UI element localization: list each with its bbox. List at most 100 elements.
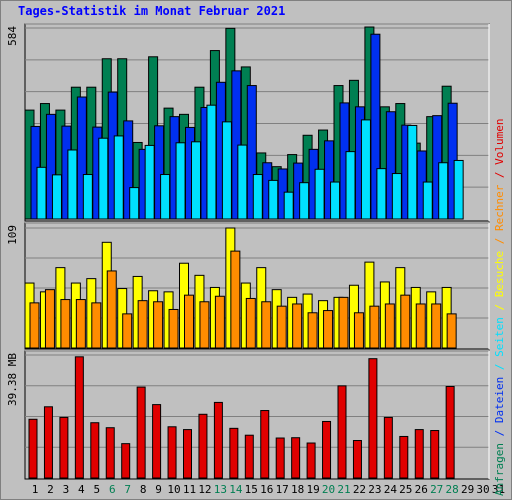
bar-volumen-day-3 [59, 416, 69, 479]
bar-volumen-day-5 [90, 422, 100, 479]
x-tick-label: 11 [183, 483, 196, 496]
bar-seiten-day-24 [391, 173, 402, 220]
bar-rechner-day-16 [261, 301, 272, 349]
bar-rechner-day-1 [29, 302, 40, 349]
bar-seiten-day-12 [206, 104, 217, 220]
bar-rechner-day-10 [168, 308, 179, 349]
bar-volumen-day-13 [213, 401, 223, 479]
bar-rechner-day-5 [91, 302, 102, 349]
bar-seiten-day-27 [438, 162, 449, 220]
bar-volumen-day-24 [383, 416, 393, 479]
bar-seiten-day-11 [191, 141, 201, 220]
x-tick-label: 12 [198, 483, 211, 496]
bar-seiten-day-21 [345, 151, 356, 220]
bar-volumen-day-9 [152, 404, 162, 479]
bar-seiten-day-4 [82, 174, 93, 220]
bar-rechner-day-23 [369, 305, 380, 349]
bar-rechner-day-24 [384, 303, 395, 349]
bar-rechner-day-26 [415, 303, 426, 349]
legend-entry: Rechner [493, 184, 506, 231]
bar-seiten-day-2 [51, 174, 62, 220]
y-legend: Anfragen / Dateien / Seiten / Besuche / … [493, 118, 506, 496]
bar-seiten-day-5 [98, 137, 109, 220]
legend-entry: Dateien [493, 377, 506, 423]
x-tick-label: 27 [430, 483, 443, 496]
bar-volumen-day-10 [167, 426, 177, 479]
legend-entry: Volumen [493, 118, 506, 164]
bar-rechner-day-2 [44, 289, 55, 349]
bar-dateien-day-2 [45, 113, 56, 220]
x-tick-label: 31 [492, 483, 505, 496]
x-tick-label: 5 [93, 483, 100, 496]
bar-rechner-day-13 [214, 295, 225, 349]
legend-entry: Besuche [493, 251, 506, 297]
bar-volumen-day-21 [337, 385, 347, 479]
bar-rechner-day-11 [184, 294, 194, 349]
bar-volumen-day-12 [198, 413, 208, 479]
bar-dateien-day-24 [385, 111, 396, 220]
legend-entry: / [493, 423, 506, 443]
x-tick-label: 29 [461, 483, 474, 496]
bar-seiten-day-25 [407, 124, 418, 220]
x-tick-label: 17 [276, 483, 289, 496]
bar-volumen-day-16 [260, 410, 270, 479]
x-tick-label: 13 [214, 483, 227, 496]
x-tick-label: 9 [155, 483, 162, 496]
bar-rechner-day-20 [323, 310, 334, 349]
bar-seiten-day-23 [376, 168, 387, 220]
x-tick-label: 10 [167, 483, 180, 496]
max-label-top: 584 [6, 26, 19, 46]
bar-rechner-day-18 [292, 303, 303, 349]
x-tick-label: 24 [384, 483, 398, 496]
x-tick-label: 23 [368, 483, 381, 496]
x-tick-label: 15 [245, 483, 258, 496]
x-tick-label: 1 [32, 483, 39, 496]
max-label-bottom: 39.38 MB [6, 353, 19, 406]
bar-rechner-day-15 [245, 297, 256, 349]
x-tick-label: 21 [337, 483, 350, 496]
x-tick-label: 16 [260, 483, 273, 496]
bar-volumen-day-15 [244, 434, 254, 479]
bar-volumen-day-23 [368, 358, 378, 479]
bar-seiten-day-17 [283, 191, 294, 220]
bar-rechner-day-19 [307, 312, 318, 349]
bar-seiten-day-8 [144, 144, 155, 220]
max-label-middle: 109 [6, 225, 19, 245]
x-tick-label: 2 [47, 483, 54, 496]
bar-volumen-day-4 [74, 356, 84, 479]
bar-rechner-day-7 [122, 313, 133, 349]
bar-seiten-day-13 [221, 121, 232, 220]
bar-seiten-day-28 [453, 159, 464, 220]
panel-3 [24, 350, 490, 480]
x-tick-label: 19 [306, 483, 319, 496]
bar-seiten-day-16 [268, 179, 279, 220]
bar-seiten-day-19 [314, 168, 325, 220]
bar-rechner-day-4 [75, 299, 86, 349]
bar-rechner-day-28 [446, 313, 457, 349]
bar-rechner-day-17 [276, 305, 287, 349]
bar-volumen-day-6 [105, 427, 115, 479]
x-tick-label: 8 [140, 483, 147, 496]
x-tick-label: 26 [415, 483, 428, 496]
x-tick-label: 25 [399, 483, 412, 496]
bar-seiten-day-14 [237, 144, 248, 220]
bar-seiten-day-7 [129, 187, 140, 220]
bar-rechner-day-27 [431, 303, 442, 349]
x-tick-label: 6 [109, 483, 116, 496]
x-tick-label: 18 [291, 483, 304, 496]
bar-volumen-day-7 [121, 443, 131, 479]
bar-rechner-day-6 [106, 270, 117, 349]
bar-volumen-day-19 [306, 442, 316, 479]
bar-seiten-day-15 [252, 174, 263, 220]
legend-entry: / [493, 231, 506, 251]
bar-seiten-day-22 [360, 119, 371, 220]
legend-entry: / [493, 297, 506, 317]
x-tick-label: 28 [446, 483, 459, 496]
x-tick-label: 22 [353, 483, 366, 496]
bar-volumen-day-1 [28, 418, 38, 479]
bar-rechner-day-21 [338, 296, 349, 349]
x-tick-label: 4 [78, 483, 85, 496]
bar-seiten-day-9 [160, 174, 171, 220]
bar-volumen-day-20 [322, 420, 332, 479]
